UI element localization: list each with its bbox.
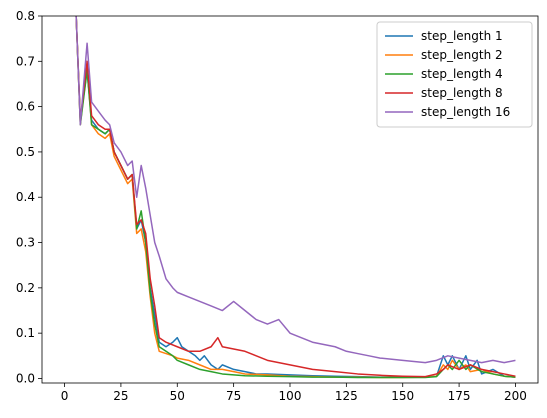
legend-label: step_length 2: [421, 48, 503, 62]
legend-label: step_length 1: [421, 29, 503, 43]
series-line-5: [75, 16, 516, 364]
y-tick-label: 0.6: [16, 100, 35, 114]
y-tick-label: 0.1: [16, 326, 35, 340]
y-tick-label: 0.7: [16, 54, 35, 68]
x-tick-label: 175: [448, 389, 471, 403]
y-tick-label: 0.5: [16, 145, 35, 159]
legend: step_length 1 step_length 2 step_length 4 s…: [376, 21, 533, 128]
x-axis: 0 25 50 75 100 125 150 175 200: [61, 383, 527, 403]
series-layer: [75, 16, 516, 379]
x-tick-label: 0: [61, 389, 69, 403]
x-tick-label: 150: [391, 389, 414, 403]
y-axis: 0.0 0.1 0.2 0.3 0.4 0.5 0.6 0.7 0.8: [16, 9, 42, 385]
legend-box: [376, 21, 533, 128]
legend-label: step_length 8: [421, 86, 503, 100]
y-tick-label: 0.8: [16, 9, 35, 23]
y-tick-label: 0.4: [16, 190, 35, 204]
x-tick-label: 75: [226, 389, 241, 403]
legend-label: step_length 16: [421, 105, 510, 119]
series-line-4: [75, 16, 516, 378]
legend-label: step_length 4: [421, 67, 503, 81]
x-tick-label: 25: [113, 389, 128, 403]
x-tick-label: 100: [279, 389, 302, 403]
x-tick-label: 50: [170, 389, 185, 403]
y-tick-label: 0.3: [16, 236, 35, 250]
y-tick-label: 0.0: [16, 371, 35, 385]
series-line-2: [75, 16, 516, 379]
x-tick-label: 200: [504, 389, 527, 403]
x-tick-label: 125: [335, 389, 358, 403]
y-tick-label: 0.2: [16, 281, 35, 295]
